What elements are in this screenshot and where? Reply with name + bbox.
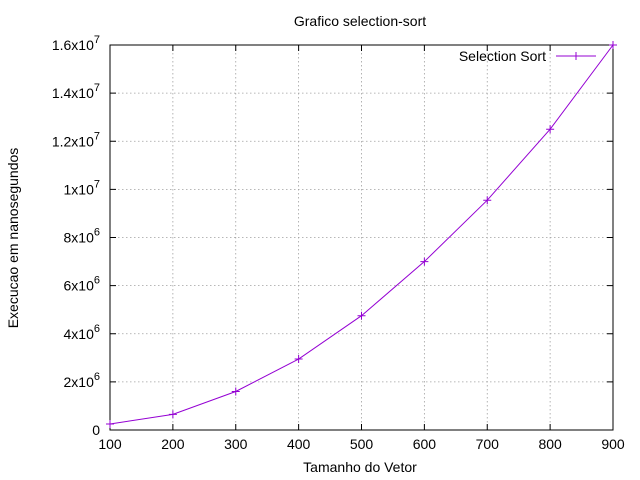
y-tick-label: 1.6x107 bbox=[52, 34, 100, 53]
legend: Selection Sort bbox=[459, 48, 596, 64]
data-point bbox=[231, 387, 240, 396]
data-point bbox=[357, 311, 366, 320]
y-tick-label: 2x106 bbox=[64, 371, 100, 390]
y-tick-label: 4x106 bbox=[64, 323, 100, 342]
chart-title: Grafico selection-sort bbox=[294, 13, 426, 29]
x-axis-label: Tamanho do Vetor bbox=[303, 459, 417, 475]
legend-label: Selection Sort bbox=[459, 48, 546, 64]
y-tick-label: 6x106 bbox=[64, 275, 100, 294]
x-tick-label: 600 bbox=[413, 436, 437, 452]
data-point bbox=[609, 41, 617, 49]
axis-ticks: 100 200 300 400 500 600 700 800 900 0 2x106 4x106 6x… bbox=[52, 34, 625, 452]
series-layer bbox=[106, 41, 617, 428]
x-tick-label: 300 bbox=[224, 436, 248, 452]
y-axis-label: Execucao em nanosegundos bbox=[5, 148, 21, 329]
y-tick-label: 1.2x107 bbox=[52, 130, 100, 149]
data-point bbox=[483, 196, 492, 205]
y-tick-label: 0 bbox=[92, 422, 100, 438]
x-tick-label: 200 bbox=[161, 436, 185, 452]
data-point bbox=[168, 410, 177, 419]
data-point bbox=[106, 419, 114, 428]
y-tick-label: 1x107 bbox=[64, 178, 100, 197]
data-point bbox=[294, 355, 303, 364]
x-tick-label: 700 bbox=[476, 436, 500, 452]
data-point bbox=[546, 125, 555, 134]
x-tick-label: 900 bbox=[601, 436, 625, 452]
grid bbox=[110, 45, 613, 430]
data-point bbox=[420, 257, 429, 266]
y-tick-label: 1.4x107 bbox=[52, 82, 100, 101]
legend-marker bbox=[572, 52, 580, 60]
x-tick-label: 100 bbox=[98, 436, 122, 452]
x-tick-label: 500 bbox=[350, 436, 374, 452]
x-tick-label: 400 bbox=[287, 436, 311, 452]
y-tick-label: 8x106 bbox=[64, 227, 100, 246]
x-tick-label: 800 bbox=[538, 436, 562, 452]
